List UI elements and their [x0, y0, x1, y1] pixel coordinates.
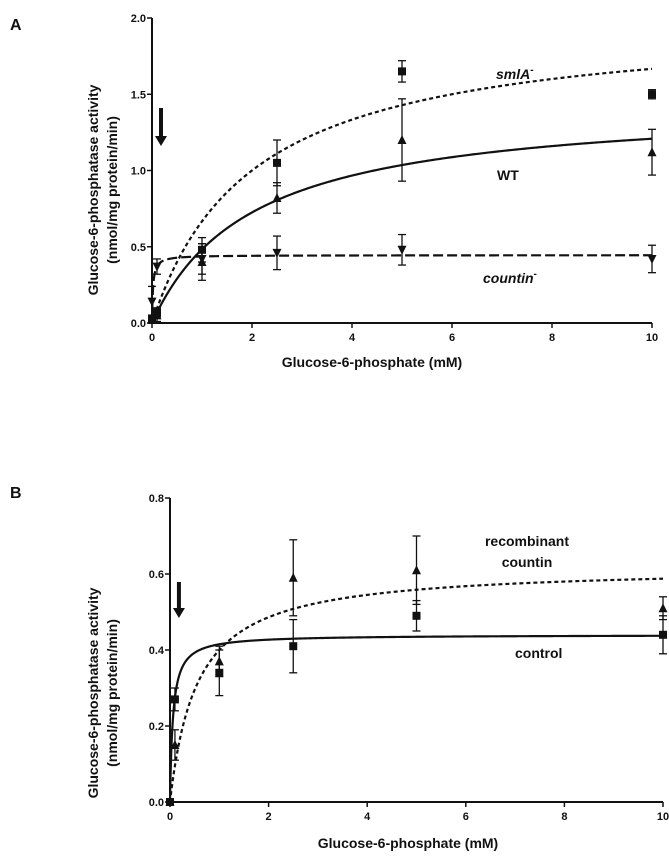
x-axis-label-a: Glucose-6-phosphate (mM): [282, 354, 462, 370]
y-tick-label-b: 0.6: [149, 569, 164, 581]
y-axis-units-b: (nmol/mg protein/min): [104, 619, 120, 767]
data-point-a-1: [397, 135, 407, 144]
data-point-a-2: [152, 262, 162, 272]
y-axis-label-b: Glucose-6-phosphatase activity: [85, 587, 101, 798]
x-tick-label-a: 10: [646, 332, 658, 344]
fit-curve-b-1: [168, 634, 663, 802]
series-label-recombinant-line2: countin: [502, 554, 553, 570]
x-tick-label-a: 4: [349, 332, 356, 344]
x-tick-label-b: 2: [266, 811, 272, 823]
panel-label-a: A: [10, 17, 22, 34]
series-label-wt: WT: [497, 167, 519, 183]
chart-a: 0.0 0.5 1.0 1.5 2.0 0 2 4 6 8 10 Glucose-6-phospha…: [85, 13, 658, 370]
data-point-b-0: [288, 572, 298, 582]
data-point-a-2: [397, 245, 407, 255]
x-tick-label-b: 10: [657, 811, 669, 823]
data-point-a-0: [648, 90, 656, 99]
x-tick-label-a: 0: [149, 332, 155, 344]
data-point-a-0: [398, 67, 406, 76]
arrow-head: [155, 136, 167, 146]
y-tick-label-b: 0.2: [149, 721, 164, 733]
arrow-marker-a: [155, 108, 167, 146]
y-tick-label-b: 0.4: [149, 645, 165, 657]
data-point-b-0: [658, 603, 668, 613]
data-point-a-0: [273, 158, 281, 167]
arrow-head: [172, 608, 185, 618]
y-tick-label-b: 0.0: [149, 797, 164, 809]
arrow-marker-b: [172, 582, 185, 618]
x-tick-label-b: 0: [167, 811, 173, 823]
data-point-b-1: [659, 630, 667, 639]
data-point-a-2: [197, 254, 207, 264]
data-point-a-2: [647, 254, 657, 264]
data-point-b-1: [170, 695, 179, 704]
data-point-a-2: [272, 248, 282, 258]
y-tick-label-a: 1.0: [131, 166, 146, 178]
y-axis-units-a: (nmol/mg protein/min): [104, 116, 120, 264]
chart-b: 0.0 0.2 0.4 0.6 0.8 0 2 4 6 8 10 Glucose-6-phospha…: [85, 493, 669, 851]
data-point-a-1: [272, 192, 282, 202]
x-axis-label-b: Glucose-6-phosphate (mM): [318, 835, 498, 851]
fit-curve-a-0: [150, 67, 653, 324]
x-tick-label-a: 2: [249, 332, 255, 344]
series-label-smla: smlA-: [496, 65, 534, 82]
x-tick-label-a: 8: [549, 332, 555, 344]
series-label-recombinant-line1: recombinant: [485, 533, 569, 549]
x-tick-label-a: 6: [449, 332, 455, 344]
data-point-b-0: [170, 740, 180, 749]
y-tick-label-b: 0.8: [149, 493, 164, 505]
series-label-countin: countin-: [483, 269, 538, 286]
y-tick-label-a: 0.0: [131, 318, 146, 330]
data-point-a-1: [647, 147, 657, 157]
y-tick-label-a: 1.5: [131, 89, 146, 101]
panel-label-b: B: [10, 485, 22, 502]
y-tick-label-a: 2.0: [131, 13, 146, 25]
data-point-b-1: [289, 642, 298, 651]
y-tick-label-a: 0.5: [131, 242, 146, 254]
data-point-b-1: [215, 668, 224, 677]
y-axis-label-a: Glucose-6-phosphatase activity: [85, 84, 101, 295]
x-tick-label-b: 4: [364, 811, 371, 823]
x-tick-label-b: 6: [463, 811, 469, 823]
data-point-b-1: [412, 611, 421, 620]
data-point-b-0: [412, 565, 421, 575]
series-label-control: control: [515, 645, 562, 661]
x-tick-label-b: 8: [561, 811, 567, 823]
